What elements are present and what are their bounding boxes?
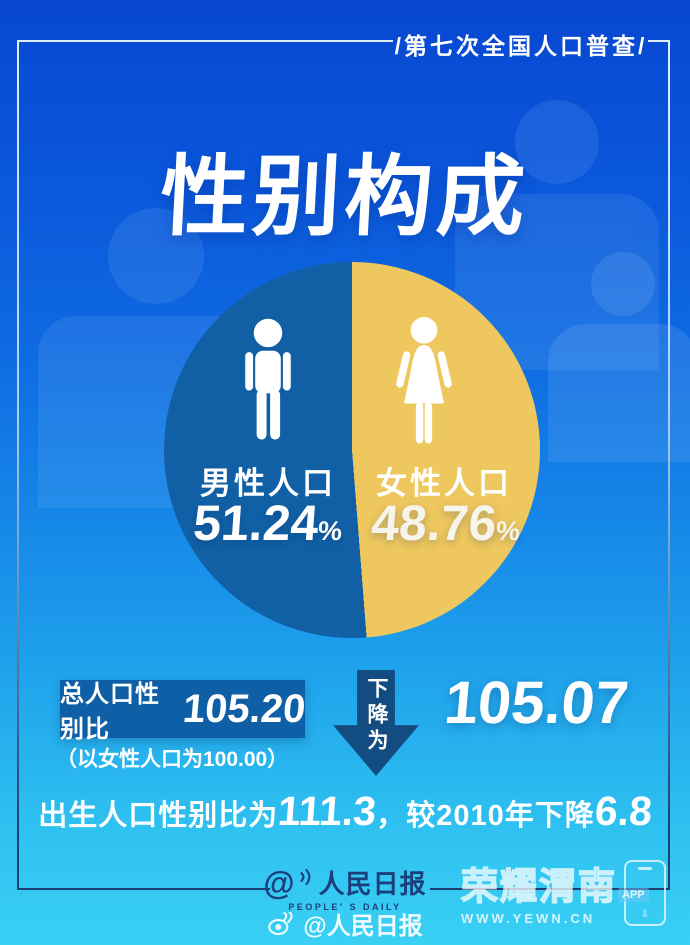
app-badge: APP	[618, 888, 649, 902]
watermark: 荣耀渭南 WWW.YEWN.CN ⇩ APP	[460, 860, 666, 926]
total-sex-ratio-previous-value: 105.20	[180, 686, 307, 731]
watermark-name: 荣耀渭南	[460, 866, 617, 908]
weibo-handle-line: @人民日报	[267, 906, 423, 941]
female-slice-value: 48.76%	[369, 495, 522, 551]
total-sex-ratio-current-value: 105.07	[441, 669, 632, 736]
frame-line	[430, 888, 670, 890]
pie-chart: 男性人口 女性人口 51.24% 48.76%	[164, 262, 540, 638]
watermark-url: WWW.YEWN.CN	[461, 911, 596, 926]
frame-line	[668, 40, 670, 890]
page-title: 性别构成	[158, 147, 532, 246]
male-slice-value: 51.24%	[191, 495, 344, 551]
down-arrow-icon: 下降为	[333, 670, 419, 776]
census-series-label: /第七次全国人口普查/	[394, 33, 648, 59]
sound-waves-icon	[300, 868, 311, 885]
frame-line	[17, 40, 393, 42]
birth-sex-ratio-line: 出生人口性别比为111.3，较2010年下降6.8	[0, 788, 690, 835]
frame-line	[17, 888, 270, 890]
at-sign-icon: @	[263, 864, 295, 901]
peoples-daily-logo: @ 人民日报 PEOPLE' S DAILY	[263, 864, 427, 913]
total-sex-ratio-label: 总人口性别比	[60, 681, 160, 743]
male-slice-label: 男性人口	[200, 466, 336, 501]
percent-sign: %	[494, 516, 522, 546]
down-arrow-label: 下降为	[365, 677, 388, 755]
weibo-icon	[268, 911, 293, 935]
female-icon	[396, 316, 452, 444]
ratio-base-note: （以女性人口为100.00）	[56, 748, 289, 771]
birth-ratio-value: 111.3	[276, 788, 378, 834]
percent-sign: %	[316, 516, 344, 546]
female-slice-label: 女性人口	[376, 466, 512, 501]
frame-line	[648, 40, 670, 42]
weibo-handle: @人民日报	[303, 913, 423, 940]
logo-name-cn: 人民日报	[318, 869, 427, 899]
birth-text-1: 出生人口性别比为	[38, 800, 279, 832]
birth-text-2: ，较2010年下降	[376, 800, 595, 832]
male-icon	[245, 318, 291, 440]
background-person-silhouette	[548, 252, 690, 462]
birth-decline-value: 6.8	[593, 788, 654, 834]
frame-line	[17, 40, 19, 890]
phone-app-icon: ⇩ APP	[618, 860, 666, 926]
logo-name-en: PEOPLE' S DAILY	[288, 902, 402, 912]
total-sex-ratio-box: 总人口性别比 105.20	[60, 680, 307, 743]
